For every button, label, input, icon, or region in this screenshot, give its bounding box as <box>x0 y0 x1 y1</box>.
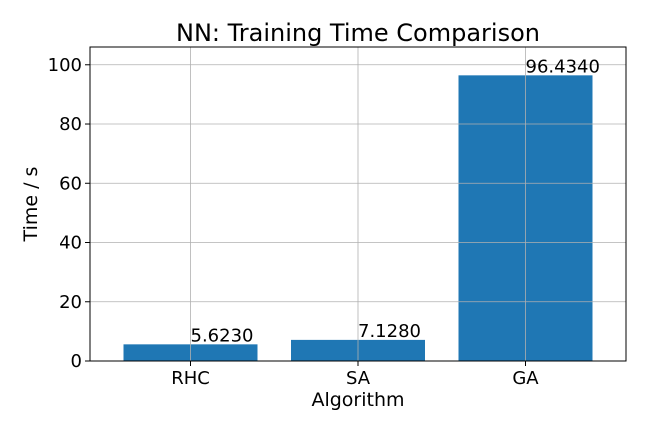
y-axis-label: Time / s <box>20 167 42 243</box>
data-labels-layer: 5.6230 7.1280 96.4340 <box>191 56 600 346</box>
x-tick-label: RHC <box>171 368 210 389</box>
grid-layer <box>90 47 626 362</box>
y-tick-label: 20 <box>59 292 82 313</box>
x-tick-label: GA <box>512 368 539 389</box>
chart-title: NN: Training Time Comparison <box>176 19 540 47</box>
y-tick-label: 100 <box>48 55 82 76</box>
y-tick-label: 0 <box>71 351 82 372</box>
ticks-layer: 0 20 40 60 80 100 RHC SA GA <box>48 55 540 389</box>
y-tick-label: 40 <box>59 233 82 254</box>
bar-value-label: 7.1280 <box>358 321 421 342</box>
bar-value-label: 5.6230 <box>191 325 254 346</box>
x-tick-label: SA <box>346 368 371 389</box>
y-tick-label: 80 <box>59 114 82 135</box>
y-tick-label: 60 <box>59 173 82 194</box>
bar-value-label: 96.4340 <box>526 56 600 77</box>
x-axis-label: Algorithm <box>311 389 404 411</box>
